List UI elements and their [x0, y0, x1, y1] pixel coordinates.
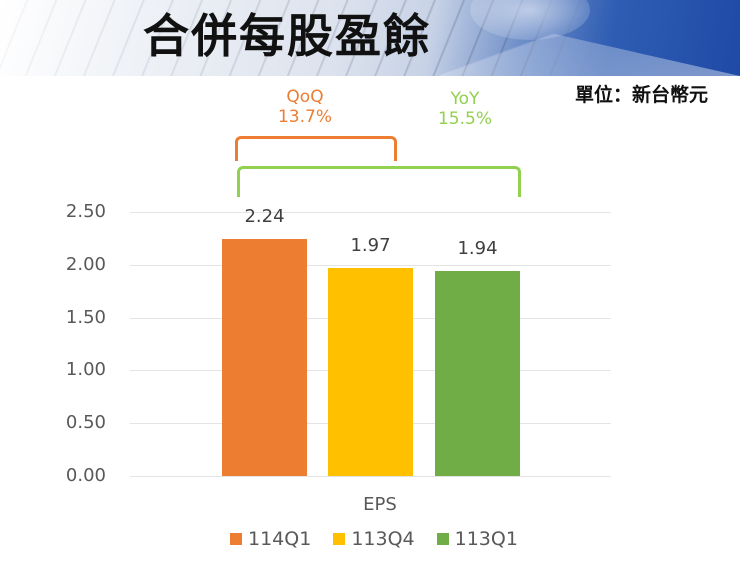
- legend-swatch-icon: [436, 533, 449, 545]
- bar-113q4: [328, 267, 413, 476]
- legend-swatch-icon: [230, 533, 242, 545]
- y-axis-tick: 1.00: [65, 359, 106, 381]
- bar-113q1: [435, 271, 520, 476]
- yoy-annotation: YoY 15.5%: [405, 89, 525, 129]
- data-label: 2.24: [244, 206, 285, 228]
- x-axis-category: EPS: [363, 494, 397, 515]
- qoq-annotation: QoQ 13.7%: [245, 87, 365, 127]
- gridline: [130, 476, 611, 477]
- y-axis-tick: 1.50: [65, 306, 106, 328]
- y-axis-tick: 2.00: [65, 253, 106, 275]
- y-axis-tick: 0.50: [65, 412, 106, 434]
- legend-label: 114Q1: [248, 528, 312, 550]
- header-banner: 合併每股盈餘: [0, 0, 740, 76]
- legend-label: 113Q4: [351, 528, 415, 550]
- data-label: 1.97: [350, 234, 391, 256]
- qoq-value: 13.7%: [277, 107, 332, 127]
- legend-item-113q4: 113Q4: [333, 528, 415, 550]
- data-label: 1.94: [457, 238, 498, 260]
- legend: 114Q1 113Q4 113Q1: [230, 528, 540, 550]
- legend-item-113q1: 113Q1: [436, 528, 518, 550]
- qoq-label: QoQ: [286, 87, 324, 107]
- yoy-bracket: [237, 166, 521, 197]
- unit-label: 單位：新台幣元: [575, 84, 709, 106]
- yoy-label: YoY: [450, 89, 480, 109]
- qoq-bracket: [235, 136, 397, 161]
- bar-114q1: [222, 239, 307, 476]
- y-axis-tick: 0.00: [65, 465, 106, 486]
- legend-swatch-icon: [333, 533, 346, 545]
- y-axis-tick: 2.50: [65, 201, 106, 222]
- legend-item-114q1: 114Q1: [230, 528, 311, 550]
- yoy-value: 15.5%: [437, 109, 492, 129]
- gridline: [130, 212, 611, 213]
- legend-label: 113Q1: [454, 528, 518, 550]
- page-title: 合併每股盈餘: [143, 9, 431, 63]
- gridline: [130, 264, 611, 266]
